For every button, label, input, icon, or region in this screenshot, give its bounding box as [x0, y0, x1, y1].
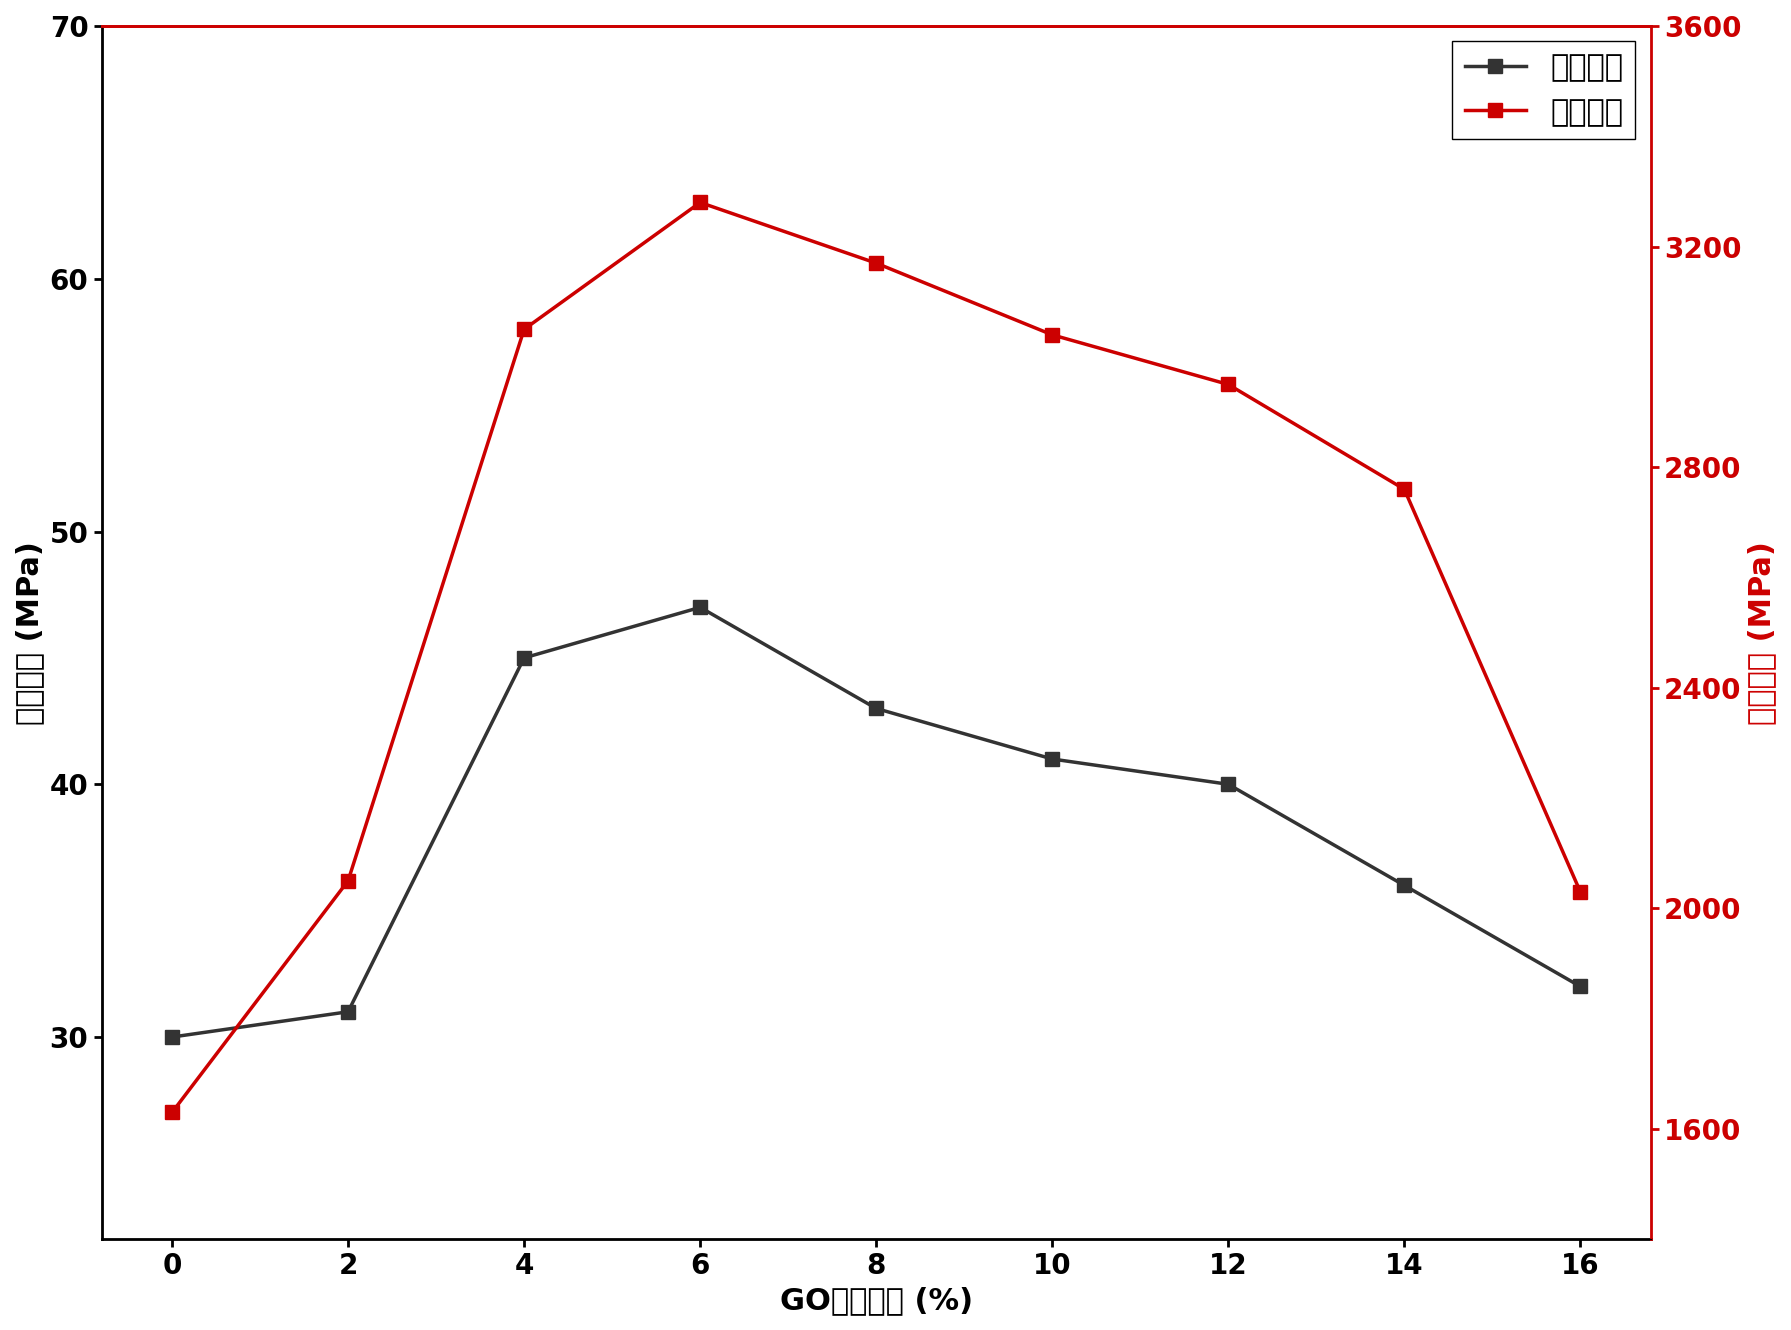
弯曲模量: [514, 322, 536, 338]
弯曲模量: [337, 872, 358, 888]
弯曲模量: [1218, 376, 1239, 392]
弯曲强度: [1218, 777, 1239, 793]
弯曲强度: [1393, 878, 1415, 894]
弯曲模量: [1393, 481, 1415, 497]
弯曲模量: [865, 255, 887, 271]
弯曲模量: [1042, 327, 1064, 343]
弯曲强度: [337, 1004, 358, 1020]
弯曲强度: [1042, 751, 1064, 767]
Line: 弯曲强度: 弯曲强度: [165, 600, 1587, 1044]
弯曲强度: [161, 1029, 183, 1045]
弯曲强度: [514, 650, 536, 666]
Line: 弯曲模量: 弯曲模量: [165, 196, 1587, 1120]
Y-axis label: 弯曲强度 (MPa): 弯曲强度 (MPa): [14, 541, 45, 725]
弯曲强度: [690, 600, 711, 616]
弯曲模量: [161, 1104, 183, 1120]
X-axis label: GO质量分数 (%): GO质量分数 (%): [779, 1286, 973, 1315]
弯曲强度: [865, 701, 887, 717]
弯曲模量: [1569, 884, 1590, 900]
Legend: 弯曲强度, 弯曲模量: 弯曲强度, 弯曲模量: [1453, 41, 1635, 140]
弯曲强度: [1569, 979, 1590, 995]
弯曲模量: [690, 194, 711, 210]
Y-axis label: 弯曲模量 (MPa): 弯曲模量 (MPa): [1746, 541, 1777, 725]
